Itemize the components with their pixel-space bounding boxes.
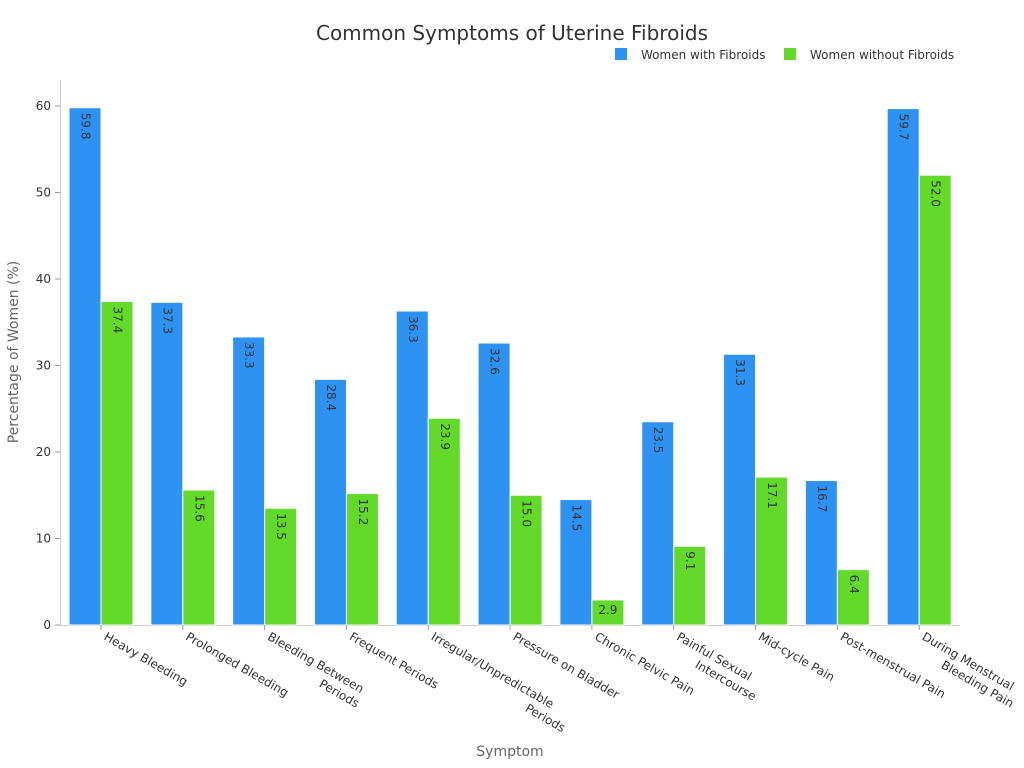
bar-value-label: 37.3 <box>160 307 174 334</box>
bar-value-label: 28.4 <box>324 384 338 411</box>
y-tick-label: 60 <box>36 99 51 113</box>
x-tick-label: Irregular/UnpredictablePeriods <box>421 629 575 735</box>
bars <box>68 107 952 626</box>
y-tick-label: 40 <box>36 272 51 286</box>
legend-label-without-fibroids: Women without Fibroids <box>810 48 954 62</box>
bar-women-with-fibroids-mid-cycle-pain <box>723 353 757 626</box>
y-tick-label: 10 <box>36 532 51 546</box>
legend-swatch-without-fibroids <box>784 48 796 60</box>
y-axis-ticks: 0 10 20 30 40 50 60 <box>36 99 60 632</box>
y-axis-label: Percentage of Women (%) <box>6 261 22 444</box>
bar-value-label: 13.5 <box>274 513 288 540</box>
bar-value-label: 23.9 <box>438 423 452 450</box>
bar-value-label: 15.2 <box>356 499 370 526</box>
bar-women-with-fibroids-painful-sexual-intercourse <box>641 421 675 626</box>
bar-women-with-fibroids-chronic-pelvic-pain <box>559 499 593 626</box>
bar-women-with-fibroids-irregular-unpredictable-periods <box>395 310 429 626</box>
bar-value-labels: 59.8 37.4 37.3 15.6 33.3 13.5 28.4 15.2 36.3 23.9… <box>79 113 943 617</box>
bar-value-label: 17.1 <box>765 482 779 509</box>
x-tick-label: Heavy Bleeding <box>102 629 191 688</box>
bar-value-label: 2.9 <box>598 603 617 617</box>
bar-value-label: 15.6 <box>192 495 206 522</box>
bar-women-with-fibroids-prolonged-bleeding <box>150 301 184 626</box>
bar-value-label: 23.5 <box>651 427 665 454</box>
bar-women-without-fibroids-prolonged-bleeding <box>182 489 216 626</box>
y-tick-label: 0 <box>43 618 51 632</box>
bar-value-label: 9.1 <box>683 551 697 570</box>
y-tick-label: 20 <box>36 445 51 459</box>
chart-title: Common Symptoms of Uterine Fibroids <box>316 21 708 45</box>
bar-women-with-fibroids-post-menstrual-pain <box>804 480 838 626</box>
legend-label-with-fibroids: Women with Fibroids <box>641 48 765 62</box>
x-tick-label: During MenstrualBleeding Pain <box>912 629 1023 710</box>
x-axis-label: Symptom <box>476 744 543 760</box>
bar-value-label: 14.5 <box>569 505 583 532</box>
legend-swatch-with-fibroids <box>615 48 627 60</box>
bar-women-with-fibroids-during-menstrual-bleeding-pain <box>886 108 920 626</box>
bar-value-label: 36.3 <box>406 316 420 343</box>
bar-value-label: 59.7 <box>897 114 911 141</box>
bar-value-label: 52.0 <box>929 180 943 207</box>
bar-value-label: 6.4 <box>847 575 861 594</box>
bar-women-with-fibroids-bleeding-between-periods <box>232 336 266 626</box>
bar-value-label: 33.3 <box>242 342 256 369</box>
bar-women-without-fibroids-heavy-bleeding <box>100 300 134 626</box>
bar-value-label: 31.3 <box>733 359 747 386</box>
bar-value-label: 15.0 <box>520 500 534 527</box>
legend: Women with Fibroids Women without Fibroi… <box>615 48 954 62</box>
bar-value-label: 32.6 <box>488 348 502 375</box>
y-tick-label: 30 <box>36 359 51 373</box>
bar-women-without-fibroids-mid-cycle-pain <box>755 476 789 626</box>
bar-women-without-fibroids-painful-sexual-intercourse <box>673 545 707 626</box>
bar-women-without-fibroids-chronic-pelvic-pain <box>591 599 625 626</box>
bar-women-with-fibroids-pressure-on-bladder <box>477 342 511 626</box>
bar-women-with-fibroids-frequent-periods <box>313 378 347 626</box>
bar-value-label: 37.4 <box>111 306 125 333</box>
bar-women-without-fibroids-frequent-periods <box>345 493 379 626</box>
x-tick-label: Mid-cycle Pain <box>756 629 837 684</box>
bar-women-with-fibroids-heavy-bleeding <box>68 107 102 626</box>
bar-women-without-fibroids-pressure-on-bladder <box>509 494 543 626</box>
bar-women-without-fibroids-during-menstrual-bleeding-pain <box>918 174 952 626</box>
bar-women-without-fibroids-bleeding-between-periods <box>264 507 298 626</box>
bar-women-without-fibroids-irregular-unpredictable-periods <box>427 417 461 626</box>
bar-women-without-fibroids-post-menstrual-pain <box>836 569 870 626</box>
bar-value-label: 16.7 <box>815 486 829 513</box>
bar-value-label: 59.8 <box>79 113 93 140</box>
y-tick-label: 50 <box>36 186 51 200</box>
